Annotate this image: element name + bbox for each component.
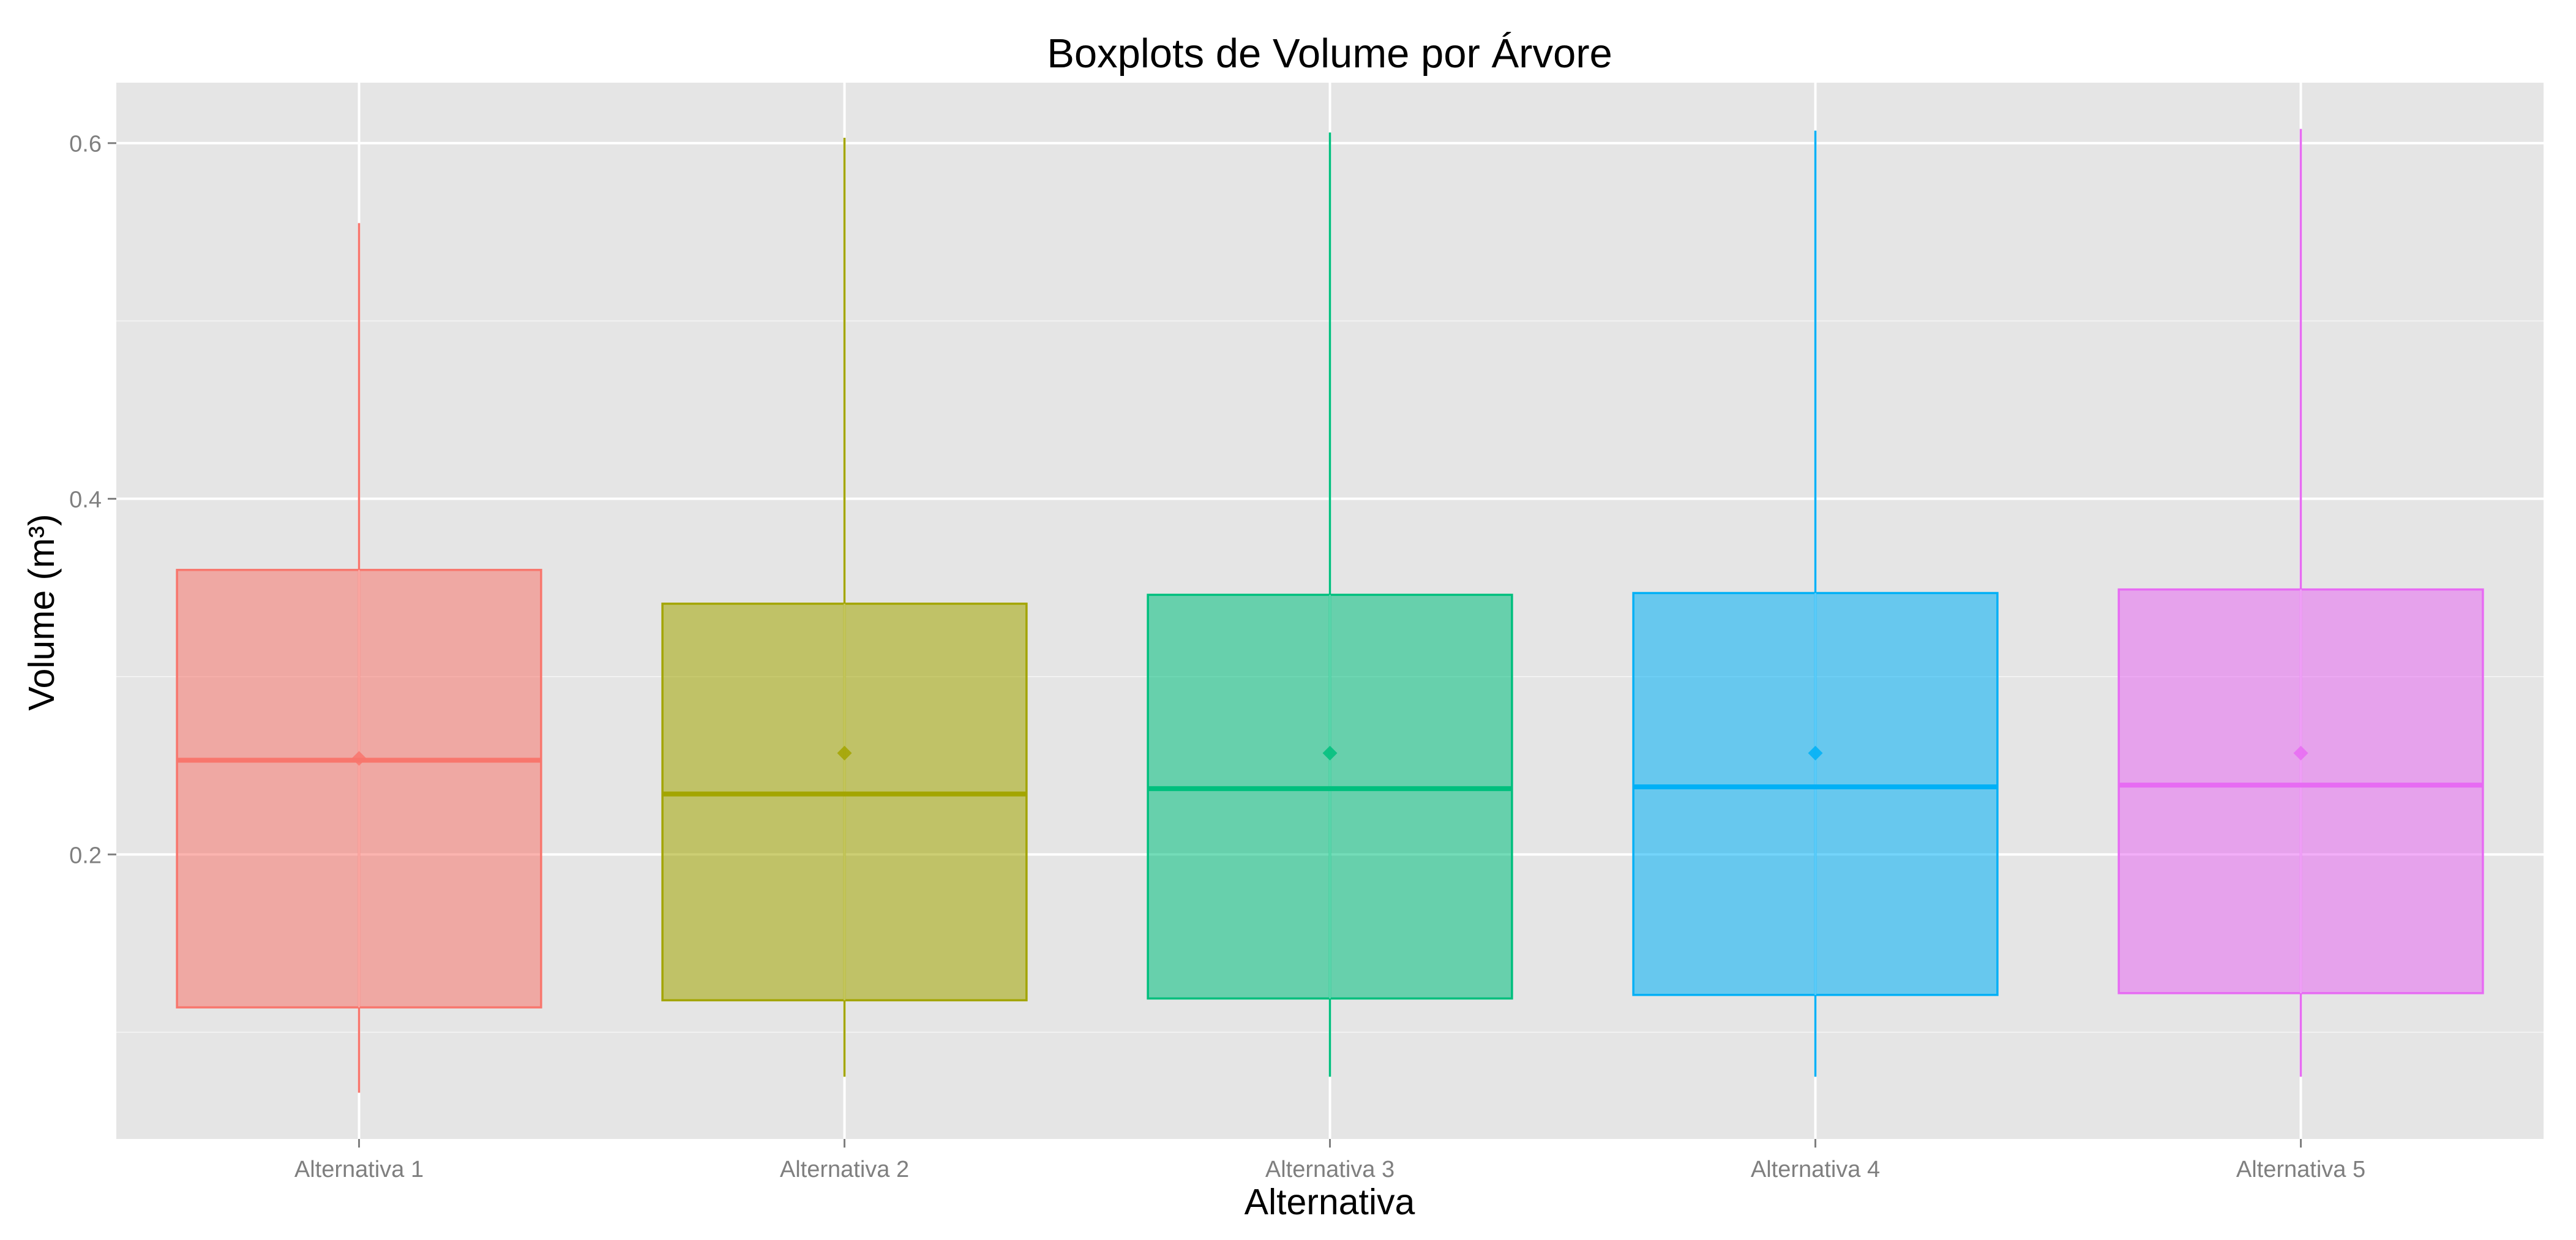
box-group-2 <box>661 138 1028 1077</box>
x-tick-label: Alternativa 1 <box>294 1157 424 1182</box>
x-tick-label: Alternativa 2 <box>780 1157 909 1182</box>
mean-point <box>1322 745 1338 761</box>
mean-point <box>351 751 367 766</box>
box-group-1 <box>176 223 542 1093</box>
box <box>2117 588 2484 994</box>
y-axis-label: Volume (m³) <box>21 514 62 710</box>
x-tick-label: Alternativa 5 <box>2236 1157 2365 1182</box>
box <box>176 568 542 1009</box>
mean-point <box>2293 745 2308 761</box>
box-group-5 <box>2117 129 2484 1077</box>
plot-panel <box>116 83 2544 1139</box>
box-group-4 <box>1632 130 1999 1077</box>
box <box>661 603 1028 1002</box>
box-group-3 <box>1147 132 1513 1077</box>
x-tick-label: Alternativa 4 <box>1751 1157 1880 1182</box>
x-axis-label: Alternativa <box>1245 1182 1415 1222</box>
y-tick-label: 0.4 <box>69 487 102 513</box>
chart-title: Boxplots de Volume por Árvore <box>1047 31 1612 77</box>
y-tick-label: 0.6 <box>69 132 102 157</box>
x-tick-label: Alternativa 3 <box>1265 1157 1395 1182</box>
mean-point <box>837 745 852 761</box>
y-tick-label: 0.2 <box>69 843 102 868</box>
box <box>1632 592 1999 996</box>
box <box>1147 593 1513 1000</box>
mean-point <box>1808 745 1823 761</box>
